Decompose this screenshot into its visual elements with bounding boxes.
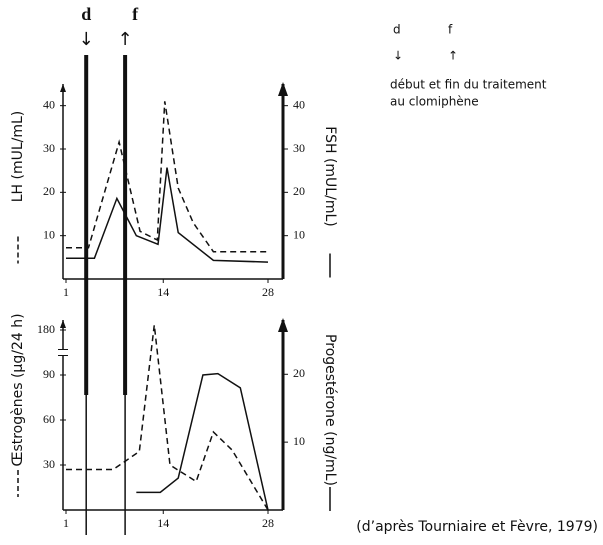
legend-letter: d	[393, 23, 401, 37]
y-tick-label: 10	[43, 227, 55, 241]
legend-arrow: ↑	[448, 49, 458, 63]
y2-tick-label: 40	[293, 97, 305, 111]
y-axis-arrow	[60, 320, 66, 328]
series-line	[66, 167, 269, 263]
marker-arrow: ↑	[118, 29, 133, 50]
legend-letter: f	[448, 23, 453, 37]
axis-break	[58, 349, 68, 356]
series-line	[66, 101, 268, 253]
x-tick-label: 1	[63, 516, 69, 530]
x-tick-label: 28	[262, 285, 274, 299]
marker-label: d	[81, 4, 91, 24]
legend-line: début et fin du traitement	[390, 78, 547, 92]
y-axis-arrow	[60, 84, 66, 92]
y2-axis-arrow	[278, 318, 288, 332]
y-tick-label: 30	[43, 141, 55, 155]
marker-label: f	[132, 4, 139, 24]
series-line	[66, 324, 269, 511]
y-tick-label: 60	[43, 412, 55, 426]
y2-tick-label: 10	[293, 227, 305, 241]
y-tick-label: 30	[43, 457, 55, 471]
y-tick-label: 90	[43, 367, 55, 381]
y2-tick-label: 20	[293, 184, 305, 198]
y2-axis-label: Progestérone (ng/mL)	[322, 334, 338, 486]
y2-tick-label: 30	[293, 141, 305, 155]
y2-axis-arrow	[278, 82, 288, 96]
legend-line: au clomiphène	[390, 95, 479, 109]
source: (d’après Tourniaire et Fèvre, 1979)	[356, 519, 598, 535]
y-axis-label: Œstrogènes (µg/24 h)	[10, 313, 26, 466]
y-tick-label: 180	[37, 322, 55, 336]
y-axis-label: LH (mUL/mL)	[10, 111, 26, 203]
x-tick-label: 14	[157, 285, 169, 299]
x-tick-label: 28	[262, 516, 274, 530]
y2-axis-label: FSH (mUL/mL)	[322, 126, 338, 226]
marker-arrow: ↓	[79, 29, 94, 50]
y2-tick-label: 20	[293, 366, 305, 380]
x-tick-label: 14	[157, 516, 169, 530]
y2-tick-label: 10	[293, 434, 305, 448]
y-tick-label: 40	[43, 97, 55, 111]
series-line	[136, 372, 269, 511]
legend-arrow: ↓	[393, 49, 403, 63]
y-tick-label: 20	[43, 184, 55, 198]
x-tick-label: 1	[63, 285, 69, 299]
